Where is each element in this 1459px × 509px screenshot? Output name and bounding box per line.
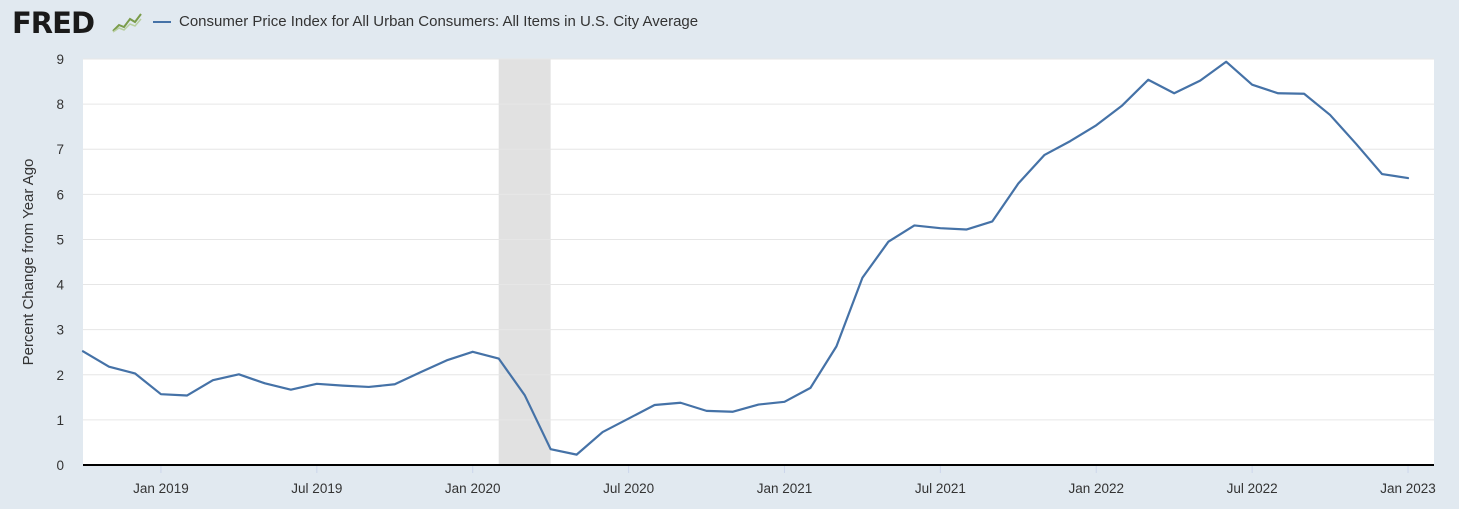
y-tick-label: 9 bbox=[56, 52, 64, 67]
legend-swatch bbox=[153, 21, 171, 23]
legend-series-label[interactable]: Consumer Price Index for All Urban Consu… bbox=[179, 13, 699, 30]
x-tick-label: Jul 2019 bbox=[291, 481, 342, 496]
y-tick-label: 8 bbox=[56, 97, 64, 112]
series-line[interactable] bbox=[81, 60, 1410, 456]
y-tick-label: 4 bbox=[56, 278, 64, 293]
x-tick-label: Jul 2020 bbox=[603, 481, 654, 496]
y-tick-label: 2 bbox=[56, 368, 64, 383]
y-tick-label: 3 bbox=[56, 323, 64, 338]
x-tick-label: Jan 2021 bbox=[757, 481, 813, 496]
y-tick-label: 7 bbox=[56, 142, 64, 157]
chart-header: FRED Consumer Price Index for All Urban … bbox=[0, 0, 1459, 46]
x-tick-label: Jul 2021 bbox=[915, 481, 966, 496]
x-tick-label: Jan 2022 bbox=[1068, 481, 1124, 496]
x-tick-label: Jul 2022 bbox=[1227, 481, 1278, 496]
y-tick-label: 0 bbox=[56, 458, 64, 473]
y-tick-label: 5 bbox=[56, 232, 64, 247]
y-axis-title: Percent Change from Year Ago bbox=[20, 159, 37, 366]
recession-band bbox=[498, 59, 551, 465]
y-tick-label: 6 bbox=[56, 187, 64, 202]
fred-logo[interactable]: FRED bbox=[12, 6, 95, 40]
x-tick-label: Jan 2020 bbox=[445, 481, 501, 496]
line-chart-icon bbox=[112, 11, 142, 33]
x-tick-label: Jan 2023 bbox=[1380, 481, 1436, 496]
y-tick-label: 1 bbox=[56, 413, 64, 428]
plot-area bbox=[83, 59, 1434, 465]
x-tick-label: Jan 2019 bbox=[133, 481, 189, 496]
line-chart: 0 1 2 3 4 5 6 7 8 9 Jan 2019 Jul 2019 Jan 2020 Jul 20… bbox=[0, 46, 1459, 509]
chart-canvas: 0 1 2 3 4 5 6 7 8 9 Jan 2019 Jul 2019 Jan 2020 Jul 20… bbox=[20, 52, 1436, 496]
